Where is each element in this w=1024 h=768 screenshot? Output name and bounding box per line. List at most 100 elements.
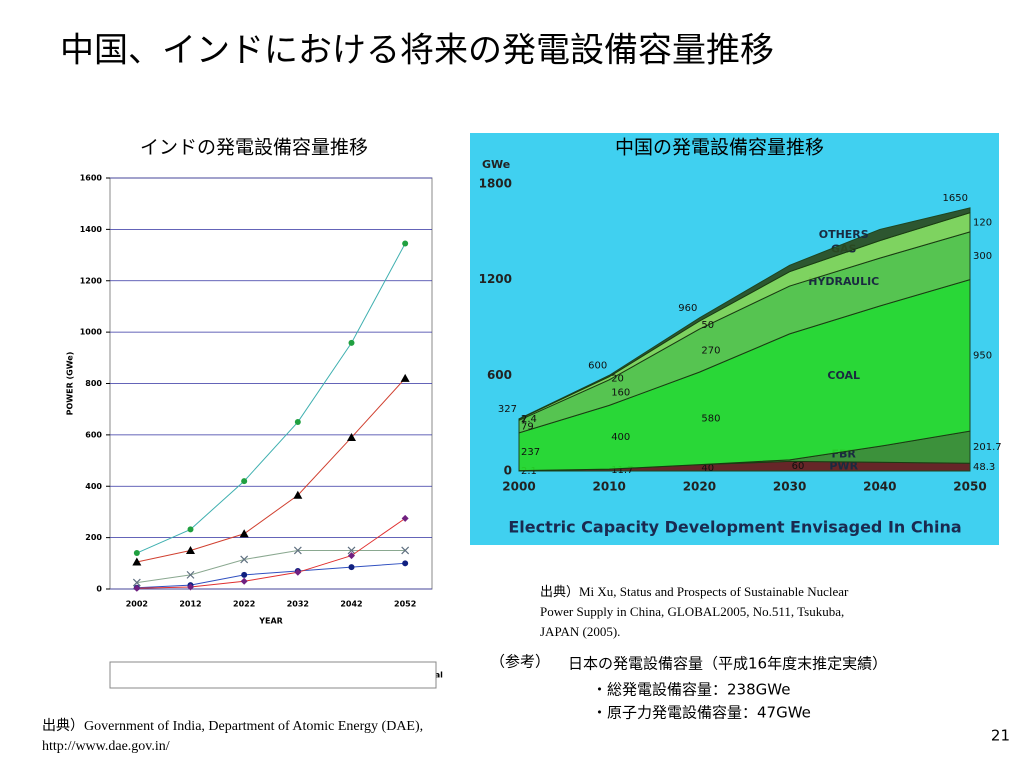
value-label: 79 <box>521 422 534 433</box>
y-tick-label: 1200 <box>80 276 103 285</box>
x-tick-label: 2050 <box>953 480 986 494</box>
x-tick-label: 2030 <box>773 480 806 494</box>
marker <box>293 490 303 499</box>
value-label: 300 <box>973 251 992 262</box>
x-tick-label: 2032 <box>287 600 309 609</box>
total-label: 600 <box>588 360 607 371</box>
marker <box>400 373 410 382</box>
value-label: 950 <box>973 350 992 361</box>
value-label: 237 <box>521 447 540 458</box>
marker <box>347 432 356 441</box>
legend-box <box>109 661 437 689</box>
marker <box>132 557 142 566</box>
value-label: 201.7 <box>973 442 1002 453</box>
source-line: JAPAN (2005). <box>540 624 620 639</box>
marker <box>240 555 249 564</box>
series-label: HYDRAULIC <box>808 275 879 288</box>
y-tick-label: 1800 <box>479 177 512 191</box>
marker <box>402 560 409 567</box>
value-label: 11.7 <box>611 465 633 476</box>
series-label: COAL <box>827 369 860 382</box>
line <box>136 562 406 589</box>
total-label: 1650 <box>943 193 968 204</box>
total-label: 327 <box>498 404 517 415</box>
reference-line: 日本の発電設備容量（平成16年度末推定実績） <box>568 655 887 673</box>
marker <box>294 568 302 576</box>
marker <box>240 577 248 585</box>
value-label: 270 <box>701 346 720 357</box>
marker <box>348 339 355 346</box>
value-label: 60 <box>792 461 805 472</box>
line <box>136 243 406 554</box>
marker <box>241 478 248 485</box>
y-tick-label: 600 <box>487 368 512 382</box>
y-tick-label: 1400 <box>80 225 103 234</box>
source-line: 出典）Mi Xu, Status and Prospects of Sustai… <box>540 584 849 599</box>
x-tick-label: 2020 <box>683 480 716 494</box>
x-tick-label: 2000 <box>502 480 535 494</box>
value-label: 580 <box>701 413 720 424</box>
value-label: 2.1 <box>521 466 537 477</box>
chart-title: Electric Capacity Development Envisaged … <box>508 518 961 537</box>
y-tick-label: 0 <box>96 585 102 594</box>
marker <box>348 564 355 571</box>
y-tick-label: 1600 <box>80 174 103 183</box>
line <box>136 517 406 589</box>
y-tick-label: 200 <box>85 533 102 542</box>
marker <box>347 546 356 555</box>
source-line: http://www.dae.gov.in/ <box>42 739 170 754</box>
value-label: 160 <box>611 388 630 399</box>
y-tick-label: 1200 <box>479 272 512 286</box>
source-line: 出典）Government of India, Department of At… <box>42 718 423 734</box>
x-tick-label: 2022 <box>233 600 255 609</box>
value-label: 2.4 <box>521 414 537 425</box>
reference-line: ・原子力発電設備容量：47GWe <box>592 704 811 722</box>
value-label: 50 <box>701 320 714 331</box>
marker <box>187 526 194 533</box>
marker <box>348 552 355 560</box>
x-tick-label: 2052 <box>394 600 416 609</box>
marker <box>241 571 248 578</box>
x-tick-label: 2002 <box>126 600 148 609</box>
x-tick-label: 2040 <box>863 480 896 494</box>
marker <box>133 584 141 592</box>
marker <box>133 550 140 557</box>
china-heading: 中国の発電設備容量推移 <box>615 137 824 159</box>
india-heading: インドの発電設備容量推移 <box>140 137 368 159</box>
x-axis-label: YEAR <box>258 617 283 626</box>
marker <box>132 578 141 587</box>
y-tick-label: 800 <box>85 379 102 388</box>
series-label: OTHERS <box>819 228 869 241</box>
value-label: 7 <box>521 415 527 426</box>
marker <box>402 240 409 247</box>
slide-title: 中国、インドにおける将来の発電設備容量推移 <box>60 31 774 71</box>
marker <box>401 514 409 522</box>
marker <box>187 583 194 591</box>
value-label: 400 <box>611 432 630 443</box>
source-line: Power Supply in China, GLOBAL2005, No.51… <box>540 604 844 619</box>
value-label: 48.3 <box>973 462 995 473</box>
x-tick-label: 2042 <box>340 600 362 609</box>
marker <box>401 546 410 555</box>
y-tick-label: 0 <box>504 464 512 478</box>
y-axis-label: GWe <box>482 158 510 171</box>
x-tick-label: 2010 <box>592 480 625 494</box>
value-label: 40 <box>701 463 714 474</box>
marker <box>239 529 249 538</box>
marker <box>186 570 195 579</box>
value-label: 20 <box>611 373 624 384</box>
marker <box>293 546 302 555</box>
area <box>518 207 971 420</box>
reference-label: （参考） <box>490 653 550 671</box>
y-axis-label: POWER (GWe) <box>66 352 75 416</box>
marker <box>186 545 195 554</box>
y-tick-label: 1000 <box>80 328 103 337</box>
reference-line: ・総発電設備容量：238GWe <box>592 681 790 699</box>
total-label: 960 <box>678 303 697 314</box>
y-tick-label: 400 <box>85 482 102 491</box>
y-tick-label: 600 <box>85 430 102 439</box>
page-number: 21 <box>991 727 1010 745</box>
x-tick-label: 2012 <box>179 600 201 609</box>
value-label: 120 <box>973 217 992 228</box>
